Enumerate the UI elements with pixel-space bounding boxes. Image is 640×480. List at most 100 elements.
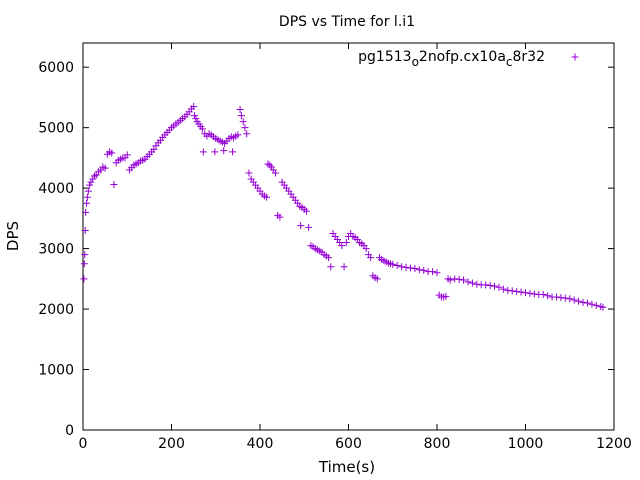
- data-point: [373, 275, 381, 283]
- data-point: [530, 290, 538, 298]
- data-point: [83, 193, 91, 201]
- data-point: [570, 296, 578, 304]
- data-point: [245, 169, 253, 177]
- data-point: [190, 102, 198, 110]
- y-tick-label: 3000: [38, 242, 74, 258]
- data-point: [442, 292, 450, 300]
- y-tick-label: 2000: [38, 302, 74, 318]
- data-point: [229, 148, 237, 156]
- data-point: [526, 289, 534, 297]
- legend-label-part: 8r32: [513, 49, 545, 65]
- data-point: [297, 222, 305, 230]
- data-point: [552, 293, 560, 301]
- data-point: [123, 151, 131, 159]
- x-tick-label: 800: [424, 436, 451, 452]
- data-point: [522, 289, 529, 297]
- data-point: [460, 276, 468, 284]
- data-point: [504, 286, 512, 294]
- data-point: [402, 263, 410, 271]
- legend-label-subscript: o: [412, 55, 419, 69]
- data-point: [80, 260, 88, 268]
- data-point: [305, 223, 313, 231]
- data-point: [495, 283, 503, 291]
- data-point: [588, 300, 596, 308]
- data-point: [482, 281, 490, 289]
- data-point: [583, 299, 591, 307]
- data-point: [236, 106, 244, 114]
- x-tick-label: 1200: [596, 436, 632, 452]
- data-point: [192, 115, 200, 123]
- data-point: [325, 254, 333, 262]
- data-point: [340, 263, 348, 271]
- data-point: [264, 160, 272, 168]
- data-point: [579, 298, 587, 306]
- data-point: [491, 282, 499, 290]
- data-point: [237, 112, 245, 120]
- y-axis-label: DPS: [4, 221, 22, 251]
- data-point: [84, 187, 92, 195]
- data-point: [455, 275, 463, 283]
- data-point: [276, 213, 284, 221]
- y-axis-ticks: 0 1000 2000 3000 4000 5000 6000: [38, 60, 614, 439]
- data-points: [80, 102, 607, 311]
- data-point: [83, 199, 91, 207]
- data-point: [327, 263, 335, 271]
- data-point: [211, 148, 219, 156]
- data-point: [508, 287, 516, 295]
- data-point: [263, 193, 271, 201]
- data-point: [101, 164, 109, 172]
- legend-label-part: 2nofp.cx10a: [419, 49, 506, 65]
- data-point: [446, 276, 454, 284]
- y-tick-label: 4000: [38, 181, 74, 197]
- data-point: [539, 291, 547, 299]
- data-point: [566, 295, 574, 303]
- data-point: [557, 294, 565, 302]
- data-point: [513, 288, 521, 296]
- data-point: [81, 251, 89, 259]
- legend: pg1513o2nofp.cx10ac8r32: [358, 49, 579, 69]
- data-point: [468, 279, 476, 287]
- chart-title: DPS vs Time for l.i1: [279, 14, 415, 30]
- data-point: [86, 181, 94, 189]
- data-point: [239, 118, 247, 126]
- data-point: [406, 264, 414, 272]
- data-point: [241, 124, 249, 132]
- legend-marker-plus: [571, 53, 579, 61]
- data-point: [87, 178, 95, 186]
- data-point: [420, 266, 428, 274]
- legend-label-part: pg1513: [358, 49, 411, 65]
- legend-label: pg1513o2nofp.cx10ac8r32: [358, 49, 545, 69]
- data-point: [198, 125, 206, 133]
- data-point: [367, 254, 375, 262]
- data-point: [486, 281, 494, 289]
- data-point: [451, 275, 459, 283]
- data-point: [271, 169, 279, 177]
- data-point: [268, 163, 276, 171]
- data-point: [234, 131, 242, 139]
- y-tick-label: 6000: [38, 60, 74, 76]
- data-point: [599, 303, 607, 311]
- data-point: [592, 301, 600, 309]
- data-point: [544, 292, 552, 300]
- data-point: [464, 278, 472, 286]
- data-point: [473, 280, 481, 288]
- x-tick-label: 400: [247, 436, 274, 452]
- data-point: [191, 112, 199, 120]
- data-point: [82, 208, 90, 216]
- data-point: [150, 145, 158, 153]
- data-point: [91, 172, 99, 180]
- data-point: [429, 268, 437, 276]
- data-point: [342, 239, 350, 247]
- legend-label-subscript: c: [506, 55, 513, 69]
- x-tick-label: 0: [79, 436, 88, 452]
- x-axis-ticks: 0 200 400 600 800 1000 1200: [79, 43, 632, 452]
- x-tick-label: 1000: [508, 436, 544, 452]
- data-point: [243, 130, 251, 138]
- data-point: [499, 285, 507, 293]
- data-point: [302, 207, 310, 215]
- data-point: [393, 262, 401, 270]
- data-point: [108, 149, 116, 157]
- y-tick-label: 1000: [38, 363, 74, 379]
- data-point: [220, 147, 228, 155]
